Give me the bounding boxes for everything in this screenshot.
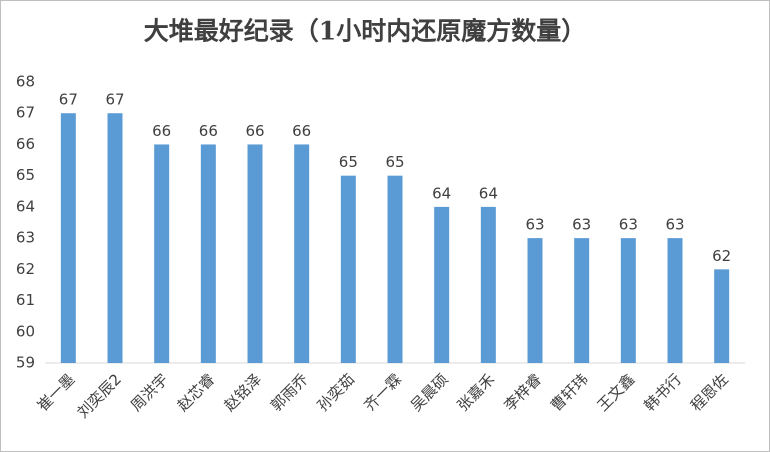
bar bbox=[247, 144, 263, 363]
y-tick-label: 64 bbox=[16, 197, 35, 215]
data-label: 62 bbox=[712, 247, 731, 265]
data-label: 65 bbox=[339, 153, 358, 171]
bar bbox=[574, 238, 590, 363]
data-label: 64 bbox=[479, 184, 498, 202]
y-tick-label: 61 bbox=[16, 291, 35, 309]
data-label: 63 bbox=[619, 216, 638, 234]
data-label: 66 bbox=[152, 122, 171, 140]
data-label: 63 bbox=[525, 216, 544, 234]
y-tick-label: 60 bbox=[16, 322, 35, 340]
y-tick-label: 59 bbox=[16, 354, 35, 372]
y-tick-label: 66 bbox=[16, 135, 35, 153]
bar bbox=[667, 238, 683, 363]
data-label: 63 bbox=[572, 216, 591, 234]
bar bbox=[527, 238, 543, 363]
y-tick-label: 65 bbox=[16, 166, 35, 184]
data-label: 66 bbox=[292, 122, 311, 140]
bar bbox=[387, 175, 403, 363]
y-tick-label: 63 bbox=[16, 229, 35, 247]
data-label: 66 bbox=[199, 122, 218, 140]
bar bbox=[714, 269, 730, 363]
data-label: 67 bbox=[59, 91, 78, 109]
y-tick-label: 62 bbox=[16, 260, 35, 278]
data-label: 66 bbox=[245, 122, 264, 140]
bar bbox=[620, 238, 636, 363]
chart-title: 大堆最好纪录（1小时内还原魔方数量） bbox=[144, 17, 586, 46]
bar bbox=[434, 206, 450, 363]
bar bbox=[480, 206, 496, 363]
bar bbox=[60, 113, 76, 363]
data-label: 63 bbox=[665, 216, 684, 234]
data-label: 64 bbox=[432, 184, 451, 202]
bar bbox=[200, 144, 216, 363]
bar bbox=[154, 144, 170, 363]
bar bbox=[294, 144, 310, 363]
data-label: 67 bbox=[105, 91, 124, 109]
bar bbox=[107, 113, 123, 363]
data-label: 65 bbox=[385, 153, 404, 171]
y-tick-label: 68 bbox=[16, 73, 35, 91]
bar bbox=[340, 175, 356, 363]
y-tick-label: 67 bbox=[16, 104, 35, 122]
